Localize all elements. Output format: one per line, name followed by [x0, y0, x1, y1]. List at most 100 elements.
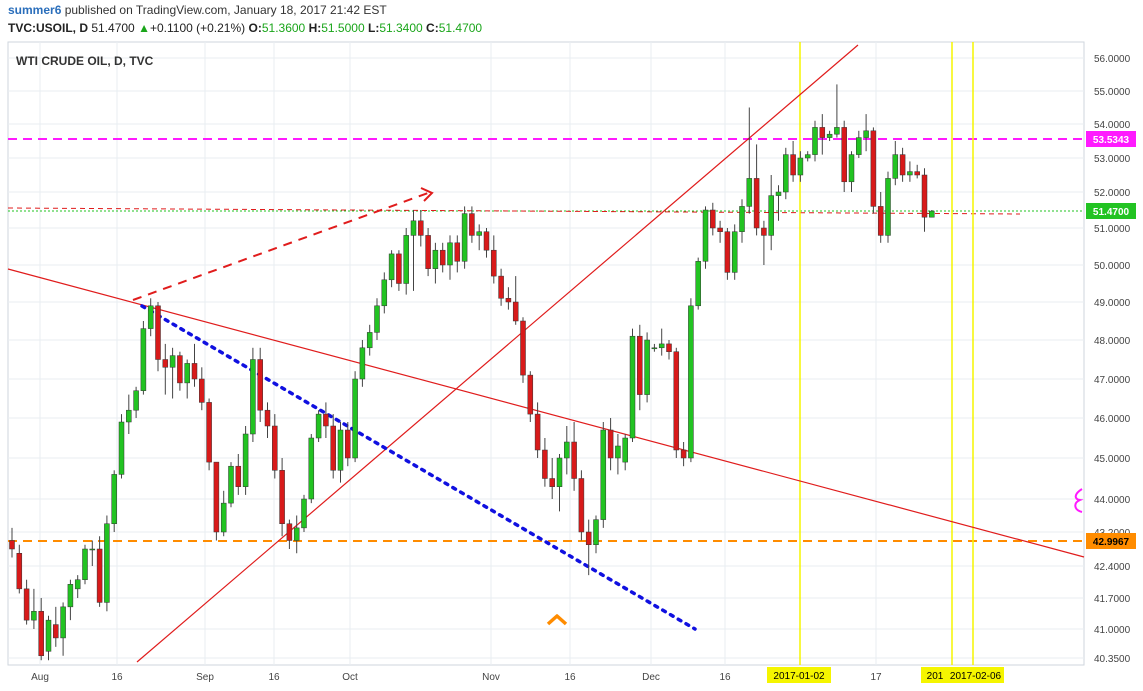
x-tick-label: 16: [719, 672, 731, 683]
candle-body: [702, 209, 709, 262]
projection-dashed-line: [132, 192, 429, 301]
x-tick-label: 16: [111, 672, 123, 683]
orange-price-label-bg: [1086, 533, 1136, 549]
ohlc-line: TVC:USOIL, D 51.4700 ▲+0.1100 (+0.21%) O…: [8, 21, 482, 35]
candle-body: [345, 429, 351, 459]
y-tick-label: 54.0000: [1094, 120, 1131, 131]
candle-body: [834, 127, 840, 135]
candle-body: [717, 227, 723, 232]
candle-body: [74, 579, 81, 590]
candle-body: [637, 335, 643, 395]
y-tick-label: 48.0000: [1094, 336, 1131, 347]
candle-body: [899, 154, 906, 176]
candle-body: [739, 206, 745, 232]
date-label-jan02: 2017-01-02: [773, 671, 825, 682]
candle-body: [585, 531, 592, 545]
close-label: C:: [426, 21, 439, 35]
candle-body: [710, 209, 716, 229]
candle-body: [169, 355, 176, 368]
date-label-feb06: 2017-02-06: [950, 671, 1002, 682]
candle-body: [162, 359, 169, 368]
time-axis[interactable]: Aug 16 Sep 16 Oct Nov 16 Dec 16 17 2017-01-02 201 20…: [31, 667, 1004, 683]
chart-title: WTI CRUDE OIL, D, TVC: [16, 54, 154, 68]
candle-body: [250, 359, 256, 435]
symbol-label: TVC:USOIL, D: [8, 21, 88, 35]
y-tick-label: 55.0000: [1094, 87, 1131, 98]
triangle-up-icon: ▲: [138, 21, 150, 35]
candle-body: [67, 584, 74, 608]
y-tick-label: 53.0000: [1094, 154, 1131, 165]
candle-body: [213, 461, 220, 533]
candles: [9, 84, 935, 661]
candle-body: [140, 328, 147, 391]
candle-body: [374, 305, 380, 333]
candle-body: [505, 298, 512, 303]
x-tick-label: Nov: [482, 672, 500, 683]
magenta-price-label: 53.5343: [1093, 135, 1130, 146]
candle-body: [622, 437, 628, 463]
candle-body: [673, 351, 680, 451]
candle-body: [564, 441, 570, 459]
candle-body: [301, 498, 307, 529]
publish-line: summer6 published on TradingView.com, Ja…: [8, 3, 387, 17]
candle-body: [476, 231, 482, 236]
horizontal-levels: [7, 138, 1084, 542]
x-tick-label: 17: [870, 672, 882, 683]
candle-body: [885, 178, 891, 236]
last-price: 51.4700: [91, 21, 135, 35]
high-value: 51.5000: [321, 21, 365, 35]
candle-body: [16, 553, 23, 590]
date-label-partial-bg: [921, 667, 949, 683]
candle-body: [439, 249, 446, 266]
candle-body: [366, 332, 373, 349]
candle-body: [688, 305, 694, 459]
candle-body: [804, 154, 811, 159]
x-tick-label: Oct: [342, 672, 358, 683]
candle-body: [89, 548, 96, 551]
x-tick-label: 16: [564, 672, 576, 683]
candle-body: [337, 429, 344, 471]
candle-body: [929, 210, 935, 218]
candle-body: [425, 235, 431, 269]
candle-body: [870, 130, 877, 207]
candle-body: [761, 227, 767, 236]
resistance-dashed-line: [7, 207, 1021, 215]
candle-body: [403, 235, 409, 284]
candle-body: [242, 433, 249, 487]
candle-body: [381, 279, 388, 307]
candle-body: [848, 154, 855, 183]
y-tick-label: 42.4000: [1094, 562, 1131, 573]
candle-body: [82, 548, 88, 580]
candle-body: [731, 231, 738, 273]
candle-body: [293, 527, 300, 541]
candle-body: [118, 421, 125, 475]
y-tick-label: 45.0000: [1094, 454, 1131, 465]
candle-body: [556, 457, 563, 487]
candle-body: [921, 174, 928, 218]
candle-body: [651, 347, 658, 350]
candle-body: [155, 305, 161, 360]
candle-body: [45, 619, 52, 652]
candle-body: [907, 171, 913, 176]
candle-body: [177, 355, 183, 384]
candle-body: [352, 378, 358, 459]
candle-body: [272, 425, 278, 471]
chart-pane[interactable]: [7, 41, 1085, 666]
candle-body: [147, 305, 154, 329]
x-tick-label: Dec: [642, 672, 660, 683]
candle-body: [264, 409, 271, 427]
candle-body: [228, 465, 234, 504]
candle-body: [410, 220, 417, 236]
candle-body: [235, 465, 242, 487]
date-label-partial: 201: [927, 671, 944, 682]
candle-body: [359, 347, 366, 380]
price-axis[interactable]: 56.0000 55.0000 54.0000 53.0000 52.0000 51.00…: [1086, 54, 1136, 665]
candle-body: [629, 335, 636, 439]
author-link[interactable]: summer6: [8, 3, 62, 17]
candle-body: [483, 231, 490, 251]
candle-body: [461, 213, 468, 262]
candle-body: [797, 157, 804, 176]
candle-body: [330, 425, 336, 471]
candle-body: [607, 429, 614, 459]
